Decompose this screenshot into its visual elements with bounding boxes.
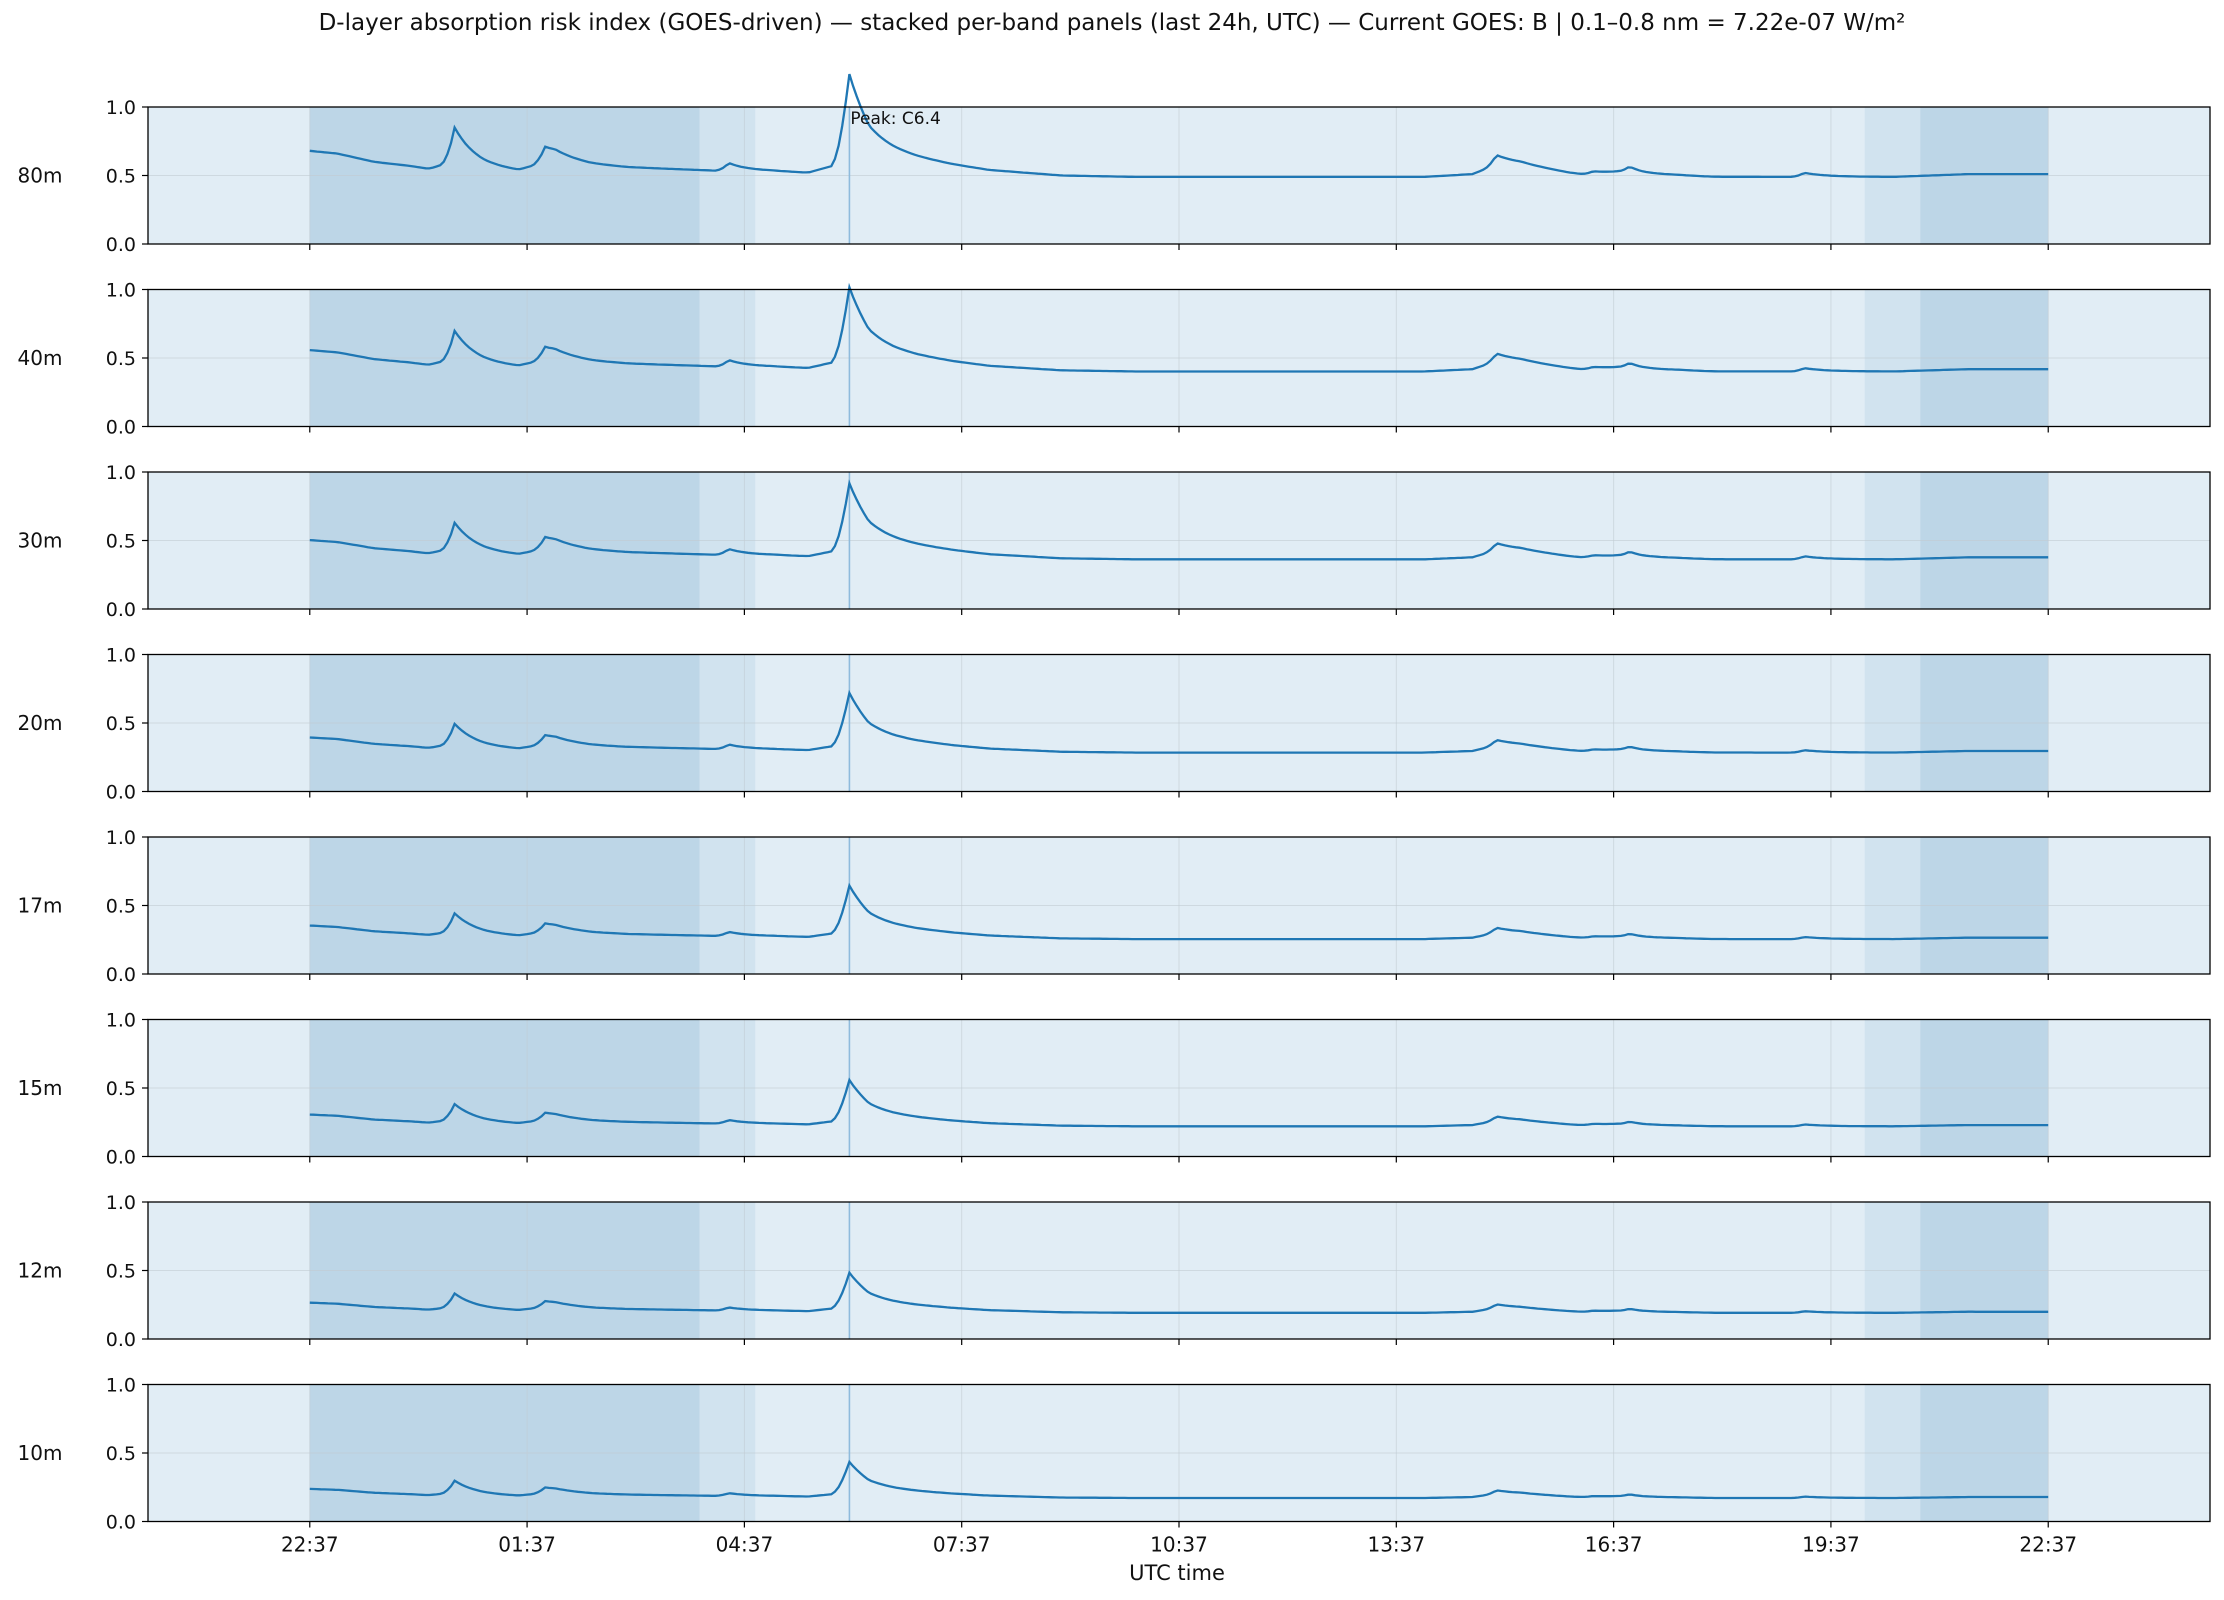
y-tick-label: 0.0 — [106, 1329, 136, 1351]
band-label: 40m — [18, 346, 63, 370]
y-tick-label: 0.0 — [106, 417, 136, 439]
y-tick-label: 0.5 — [106, 166, 136, 188]
y-tick-label: 1.0 — [106, 827, 136, 849]
chart-title: D-layer absorption risk index (GOES-driv… — [318, 10, 1906, 36]
panel-15m: 0.0 0.5 1.0 15m — [18, 1010, 2211, 1169]
y-tick-label: 0.5 — [106, 1078, 136, 1100]
x-tick-label: 16:37 — [1585, 1533, 1643, 1557]
x-axis-label: UTC time — [1129, 1561, 1225, 1585]
y-tick-label: 0.5 — [106, 896, 136, 918]
band-label: 20m — [18, 711, 63, 735]
y-tick-label: 0.0 — [106, 1512, 136, 1534]
x-tick-label: 07:37 — [933, 1533, 991, 1557]
series-line-15m — [309, 1077, 2049, 1128]
y-tick-label: 0.0 — [106, 1147, 136, 1169]
y-tick-label: 0.5 — [106, 713, 136, 735]
series-line-80m — [309, 73, 2049, 179]
series-line-17m — [309, 882, 2049, 941]
x-tick-label: 22:37 — [2019, 1533, 2077, 1557]
x-tick-label: 10:37 — [1150, 1533, 1208, 1557]
series-line-20m — [309, 689, 2049, 754]
panel-40m: 0.0 0.5 1.0 40m — [18, 280, 2211, 439]
y-tick-label: 0.5 — [106, 1443, 136, 1465]
band-label: 10m — [18, 1441, 63, 1465]
y-tick-label: 1.0 — [106, 645, 136, 667]
y-tick-label: 1.0 — [106, 462, 136, 484]
y-tick-label: 0.0 — [106, 234, 136, 256]
panel-17m: 0.0 0.5 1.0 17m — [18, 827, 2211, 986]
x-tick-label: 13:37 — [1367, 1533, 1425, 1557]
series-line-40m — [309, 282, 2049, 373]
y-tick-label: 1.0 — [106, 1375, 136, 1397]
x-tick-label: 04:37 — [716, 1533, 774, 1557]
series-line-10m — [309, 1459, 2049, 1500]
band-label: 12m — [18, 1259, 63, 1283]
y-tick-label: 0.5 — [106, 1261, 136, 1283]
peak-annotation: Peak: C6.4 — [850, 109, 940, 129]
y-tick-label: 0.0 — [106, 782, 136, 804]
y-tick-label: 1.0 — [106, 280, 136, 302]
y-tick-label: 1.0 — [106, 1010, 136, 1032]
y-tick-label: 1.0 — [106, 1192, 136, 1214]
band-label: 30m — [18, 529, 63, 553]
x-tick-label: 22:37 — [281, 1533, 339, 1557]
band-label: 80m — [18, 164, 63, 188]
panel-20m: 0.0 0.5 1.0 20m — [18, 645, 2211, 804]
y-tick-label: 1.0 — [106, 97, 136, 119]
band-label: 15m — [18, 1076, 63, 1100]
series-line-12m — [309, 1270, 2049, 1314]
panel-12m: 0.0 0.5 1.0 12m — [18, 1192, 2211, 1351]
y-tick-label: 0.0 — [106, 964, 136, 986]
x-tick-label: 01:37 — [498, 1533, 556, 1557]
x-tick-label: 19:37 — [1802, 1533, 1860, 1557]
y-tick-label: 0.5 — [106, 531, 136, 553]
panel-80m: 0.0 0.5 1.0 80m Peak: C6.4 — [18, 73, 2211, 256]
series-line-30m — [309, 479, 2049, 561]
y-tick-label: 0.0 — [106, 599, 136, 621]
band-label: 17m — [18, 894, 63, 918]
panel-10m: 0.0 0.5 1.0 10m 22:37 01:37 04:37 07:37 10:37 13:… — [18, 1375, 2211, 1557]
panel-30m: 0.0 0.5 1.0 30m — [18, 462, 2211, 621]
y-tick-label: 0.5 — [106, 348, 136, 370]
